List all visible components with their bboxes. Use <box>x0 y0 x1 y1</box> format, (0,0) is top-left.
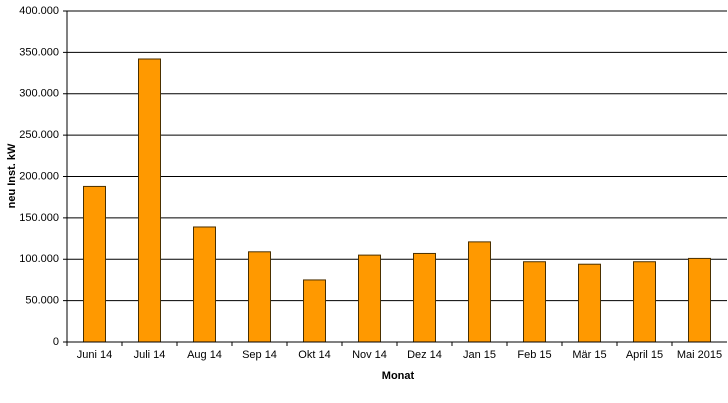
x-tick-label: Aug 14 <box>187 349 222 361</box>
bar <box>578 263 601 343</box>
bar <box>83 185 106 343</box>
bar <box>688 257 711 343</box>
bar <box>248 251 271 343</box>
bar <box>523 261 546 343</box>
x-tick-label: Feb 15 <box>517 349 551 361</box>
bar <box>138 58 161 343</box>
y-tick-label: 300.000 <box>19 88 59 100</box>
x-tick-label: Nov 14 <box>352 349 387 361</box>
x-axis-title: Monat <box>382 370 415 382</box>
y-tick-label: 350.000 <box>19 46 59 58</box>
y-tick-label: 200.000 <box>19 170 59 182</box>
x-tick-label: Okt 14 <box>298 349 330 361</box>
bar <box>633 261 656 343</box>
y-tick-label: 400.000 <box>19 5 59 17</box>
x-tick-label: Sep 14 <box>242 349 277 361</box>
y-tick-label: 50.000 <box>25 295 59 307</box>
y-tick-label: 250.000 <box>19 129 59 141</box>
y-tick-label: 100.000 <box>19 253 59 265</box>
bar <box>303 279 326 343</box>
x-tick-label: April 15 <box>626 349 663 361</box>
x-tick-label: Dez 14 <box>407 349 442 361</box>
x-tick-label: Juli 14 <box>134 349 166 361</box>
x-tick-label: Juni 14 <box>77 349 112 361</box>
bar <box>193 226 216 343</box>
x-tick-label: Mär 15 <box>572 349 606 361</box>
y-axis-title: neu Inst. kW <box>6 143 18 208</box>
y-tick-label: 0 <box>53 336 59 348</box>
x-tick-label: Jan 15 <box>463 349 496 361</box>
bar <box>358 254 381 343</box>
x-tick-label: Mai 2015 <box>677 349 722 361</box>
bar <box>413 252 436 343</box>
bar <box>468 241 491 343</box>
y-tick-label: 150.000 <box>19 212 59 224</box>
